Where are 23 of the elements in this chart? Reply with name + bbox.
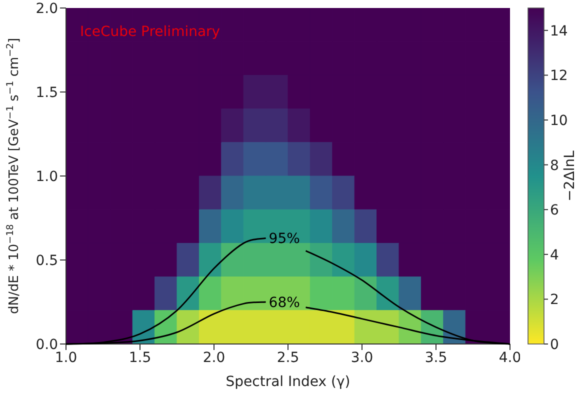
x-tick-label: 4.0 xyxy=(498,350,522,366)
y-tick-label: 1.0 xyxy=(36,168,58,185)
x-tick-label: 3.0 xyxy=(350,350,374,366)
color-bar-label: 4 xyxy=(550,247,559,264)
color-bar-label: 6 xyxy=(550,202,559,219)
x-axis-title: Spectral Index (γ) xyxy=(226,374,350,390)
color-bar-label: 12 xyxy=(550,68,568,84)
color-bar-label: 10 xyxy=(550,113,568,129)
annotation: 68% xyxy=(268,295,300,311)
annotation: IceCube Preliminary xyxy=(80,24,220,40)
x-tick-label: 3.5 xyxy=(424,350,448,366)
color-bar-label: 14 xyxy=(550,23,568,40)
color-bar-title: −2ΔlnL xyxy=(562,150,578,202)
x-tick-label: 2.0 xyxy=(202,350,226,366)
y-tick-label: 2.0 xyxy=(36,0,58,17)
color-bar-label: 8 xyxy=(550,158,559,174)
y-tick-label: 1.5 xyxy=(36,84,58,101)
color-bar-label: 2 xyxy=(550,292,559,308)
y-tick-label: 0.5 xyxy=(36,252,58,269)
color-bar-label: 0 xyxy=(550,337,559,353)
x-tick-label: 2.5 xyxy=(276,350,300,366)
annotation: 95% xyxy=(268,231,300,248)
x-tick-label: 1.5 xyxy=(128,350,152,366)
